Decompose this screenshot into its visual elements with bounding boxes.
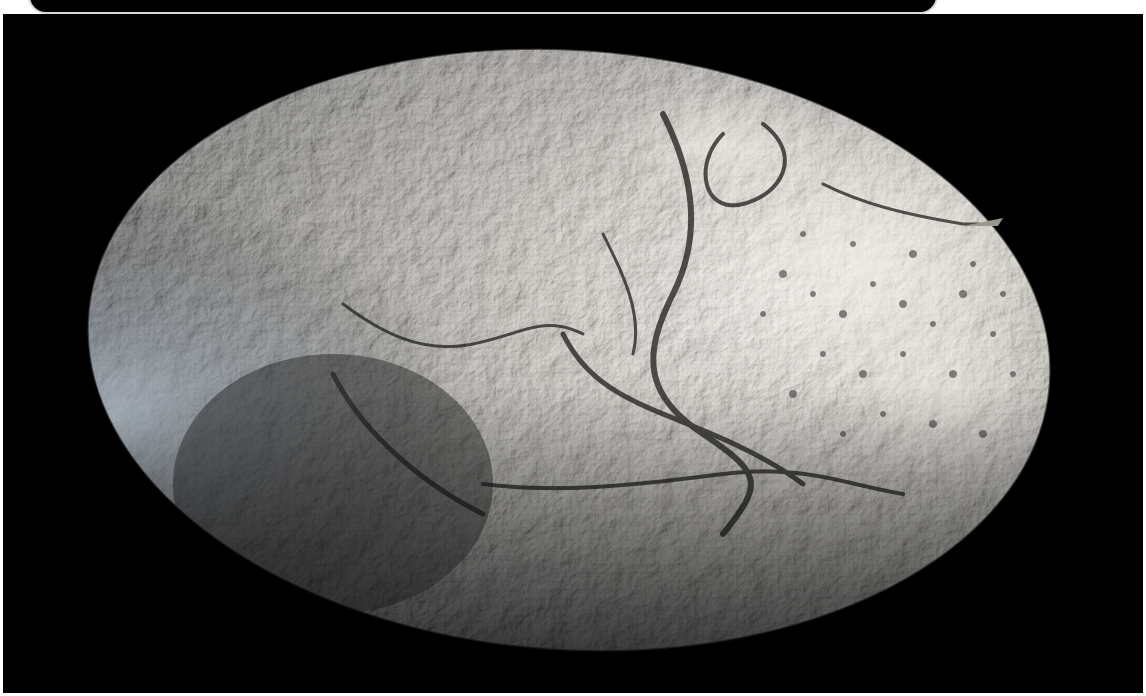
globe (67, 34, 1071, 674)
planet-illustration (67, 34, 1071, 674)
top-pill-bar (28, 0, 938, 14)
image-frame (3, 14, 1143, 693)
surface-spike (963, 218, 1003, 226)
